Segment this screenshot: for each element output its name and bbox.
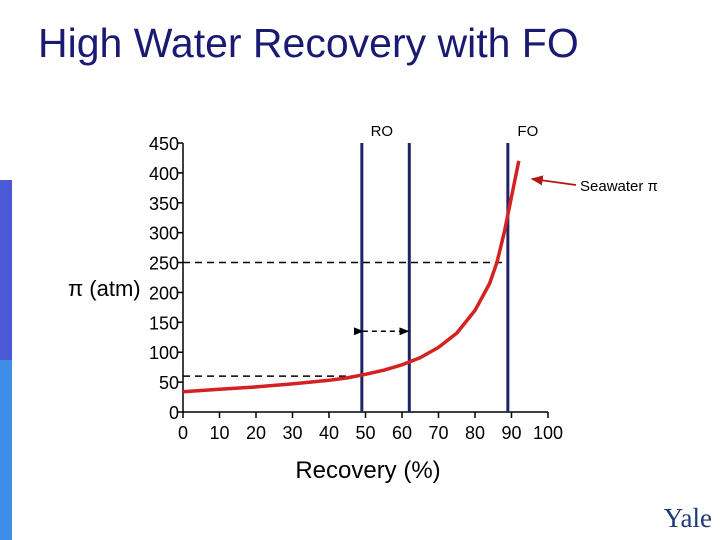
x-axis-label: Recovery (%) <box>295 457 440 484</box>
x-tick-label: 70 <box>428 423 448 443</box>
vertical-marker-label: FO <box>517 123 538 140</box>
y-tick-label: 300 <box>149 224 179 244</box>
y-tick-label: 350 <box>149 194 179 214</box>
y-tick-label: 50 <box>159 373 179 393</box>
x-tick-label: 60 <box>392 423 412 443</box>
x-tick-label: 20 <box>246 423 266 443</box>
y-tick-label: 0 <box>169 403 179 423</box>
x-tick-label: 50 <box>355 423 375 443</box>
x-tick-label: 0 <box>178 423 188 443</box>
y-tick-label: 250 <box>149 254 179 274</box>
y-tick-label: 200 <box>149 283 179 303</box>
x-tick-label: 90 <box>501 423 521 443</box>
slide-title: High Water Recovery with FO <box>38 20 579 66</box>
y-tick-label: 450 <box>149 134 179 154</box>
x-tick-label: 40 <box>319 423 339 443</box>
vertical-marker-label: RO <box>371 123 394 140</box>
yale-logo: Yale <box>663 503 712 533</box>
y-tick-label: 150 <box>149 313 179 333</box>
x-tick-label: 10 <box>209 423 229 443</box>
seawater-pi-annotation: Seawater π <box>580 178 658 195</box>
x-tick-label: 100 <box>533 423 563 443</box>
sidebar-accent-middle <box>0 180 12 360</box>
osmotic-pressure-curve <box>182 160 521 394</box>
y-tick-label: 400 <box>149 164 179 184</box>
y-tick-label: 100 <box>149 343 179 363</box>
x-tick-label: 30 <box>282 423 302 443</box>
sidebar-accent-bottom <box>0 360 12 540</box>
sidebar-accent-top <box>0 0 12 180</box>
y-axis-label: π (atm) <box>68 276 141 301</box>
x-tick-label: 80 <box>465 423 485 443</box>
annotation-arrow <box>530 175 577 186</box>
